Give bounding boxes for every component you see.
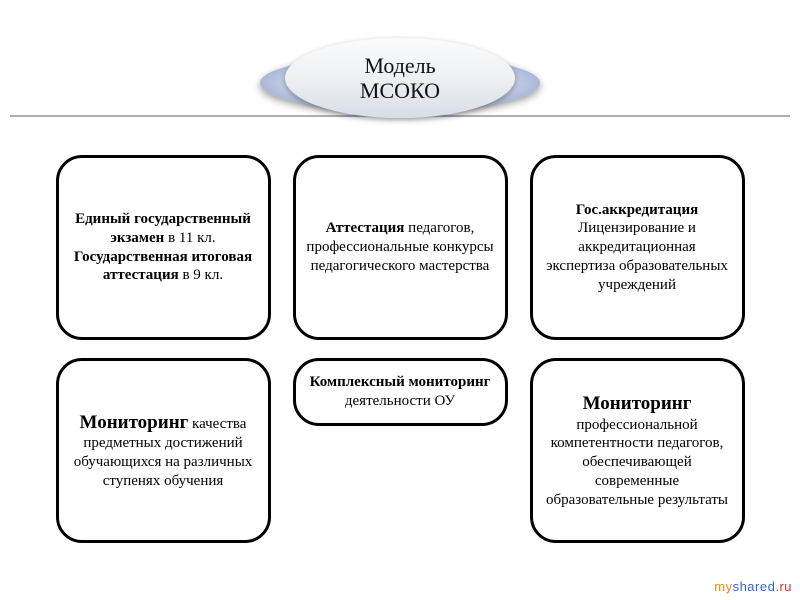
- watermark-my: my: [714, 579, 732, 594]
- header: Модель МСОКО: [0, 0, 800, 150]
- title-text: Модель МСОКО: [360, 53, 440, 104]
- box-attestation: Аттестация педагогов, профессиональные к…: [293, 155, 508, 340]
- box-text-part: Единый государственный экзамен: [75, 211, 251, 246]
- watermark-ru: .ru: [775, 579, 792, 594]
- box-monitoring-teachers: Мониторинг профессиональной компетентнос…: [530, 358, 745, 543]
- title-oval: Модель МСОКО: [260, 30, 540, 140]
- watermark-shared: shared: [733, 579, 776, 594]
- box-text-part: в 9 кл.: [179, 267, 223, 283]
- box-text-part: Лицензирование и аккредитационная экспер…: [546, 220, 728, 292]
- box-text-part: в 11 кл.: [164, 230, 215, 246]
- title-line1: Модель: [364, 53, 435, 78]
- box-text-part: Государственная итоговая аттестация: [74, 249, 252, 284]
- box-text-part: деятельности ОУ: [345, 393, 455, 409]
- box-text-part: Комплексный мониторинг: [310, 374, 491, 390]
- boxes-grid: Единый государственный экзамен в 11 кл. …: [0, 155, 800, 543]
- box-text-part: Гос.аккредитация: [576, 202, 698, 218]
- title-line2: МСОКО: [360, 78, 440, 103]
- oval-plate: Модель МСОКО: [285, 38, 515, 118]
- box-text-part: Мониторинг: [583, 393, 692, 414]
- box-monitoring-students: Мониторинг качества предметных достижени…: [56, 358, 271, 543]
- box-text-part: Аттестация: [326, 220, 405, 236]
- box-accreditation: Гос.аккредитация Лицензирование и аккред…: [530, 155, 745, 340]
- box-text-part: Мониторинг: [80, 412, 189, 433]
- watermark: myshared.ru: [714, 579, 792, 594]
- box-exam: Единый государственный экзамен в 11 кл. …: [56, 155, 271, 340]
- box-complex-monitoring: Комплексный мониторинг деятельности ОУ: [293, 358, 508, 426]
- box-text-part: профессиональной компетентности педагого…: [546, 417, 728, 508]
